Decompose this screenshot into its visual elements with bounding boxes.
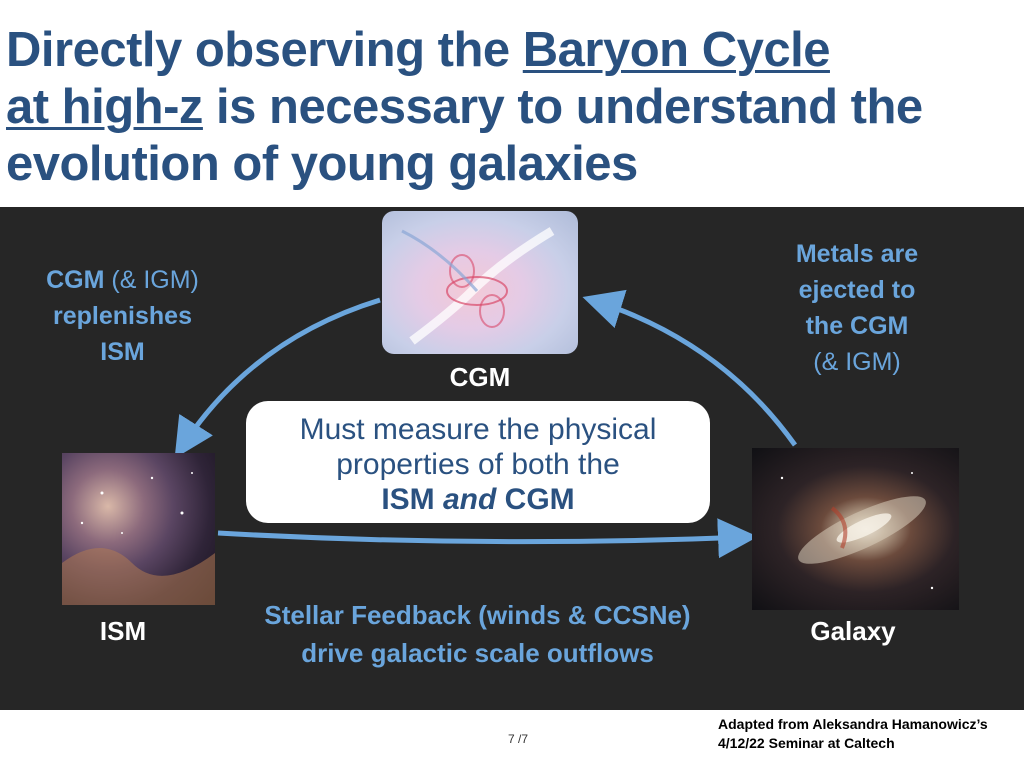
- galaxy-label: Galaxy: [810, 616, 896, 646]
- callout-cgm: CGM: [496, 483, 575, 516]
- title-underlined-baryon-cycle: Baryon Cycle: [522, 23, 831, 77]
- callout-line1: Must measure the physical: [299, 413, 657, 446]
- must-measure-callout: Must measure the physical properties of …: [246, 401, 710, 523]
- metals-ejected-note: Metals are ejected to the CGM (& IGM): [762, 236, 952, 380]
- callout-ism: ISM: [381, 483, 443, 516]
- ism-label: ISM: [99, 616, 147, 646]
- cgm-note-igm: (& IGM): [104, 266, 199, 294]
- feedback-note-line1: Stellar Feedback (winds & CCSNe): [264, 600, 691, 630]
- callout-and: and: [443, 483, 497, 516]
- metals-note-line3: the CGM: [805, 312, 909, 340]
- cgm-label: CGM: [449, 362, 511, 392]
- credit-line1: Adapted from Aleksandra Hamanowicz’s: [718, 716, 988, 732]
- feedback-note-line2: drive galactic scale outflows: [301, 638, 654, 668]
- callout-line3: ISM and CGM: [246, 482, 710, 517]
- ism-image: [62, 453, 215, 605]
- cgm-note-line3: ISM: [100, 338, 145, 366]
- metals-note-line1: Metals are: [795, 240, 919, 268]
- title-part1: Directly observing the: [6, 23, 523, 77]
- cgm-replenishes-note: CGM (& IGM) replenishes ISM: [20, 262, 225, 370]
- metals-note-line4: (& IGM): [813, 348, 901, 376]
- cgm-illustration: [382, 211, 578, 354]
- credit-line2: 4/12/22 Seminar at Caltech: [718, 735, 895, 751]
- credit-note: Adapted from Aleksandra Hamanowicz’s 4/1…: [718, 715, 1018, 753]
- cgm-note-line2: replenishes: [53, 302, 192, 330]
- callout-line2: properties of both the: [336, 448, 620, 481]
- title-underlined-high-z: at high-z: [6, 80, 203, 134]
- cgm-note-bold: CGM: [46, 266, 105, 294]
- page-number: 7 /7: [508, 732, 529, 746]
- metals-note-line2: ejected to: [798, 276, 916, 304]
- galaxy-image: [752, 448, 959, 610]
- slide-title: Directly observing the Baryon Cycle at hi…: [6, 22, 1016, 193]
- stellar-feedback-note: Stellar Feedback (winds & CCSNe) drive g…: [220, 596, 735, 672]
- title-part2: is necessary to understand the evolution…: [6, 80, 923, 191]
